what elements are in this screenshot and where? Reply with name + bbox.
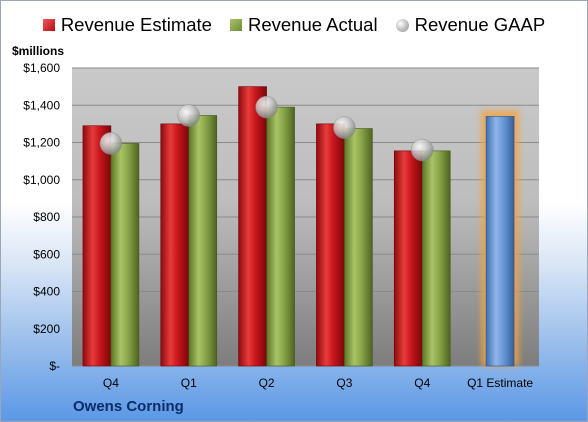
gaap-marker [333,116,356,139]
y-tick-label: $1,000 [23,173,60,187]
bars [82,86,520,367]
bar-estimate [160,123,190,367]
y-tick-label: $800 [33,210,60,224]
y-axis: $- $200 $400 $600 $800 $1,000 $1,200 $1,400 $1,6… [23,61,60,373]
bar-estimate [393,150,423,367]
x-tick-label: Q4 [414,376,430,390]
legend-swatch-estimate [42,19,55,31]
legend-swatch-actual [229,19,242,31]
y-tick-label: $400 [33,285,60,299]
y-tick-label: $200 [33,322,60,336]
x-tick-label: Q3 [336,376,352,390]
bar-estimate [238,86,267,367]
legend-label-gaap: Revenue GAAP [414,14,546,35]
gaap-marker [255,95,278,119]
bar-estimate [82,125,112,367]
legend-label-actual: Revenue Actual [247,14,378,35]
y-tick-label: $1,200 [23,136,60,150]
gaap-marker [99,132,123,155]
y-tick-label: $1,400 [23,98,60,112]
legend-swatch-gaap [395,18,409,32]
y-tick-label: $600 [33,247,60,261]
legend-item-gaap: Revenue GAAP [395,14,546,36]
bar-forecast [485,116,515,367]
legend-item-estimate: Revenue Estimate [42,14,212,36]
y-tick-label: $1,600 [23,61,60,75]
gaap-marker [411,138,434,162]
x-tick-label: Q1 Estimate [467,376,533,390]
x-axis: Q4 Q1 Q2 Q3 Q4 Q1 Estimate [103,376,534,390]
gridlines [72,67,539,367]
gaap-markers [99,95,434,162]
bar-actual [110,143,140,367]
bar-actual [421,150,451,367]
bar-actual [188,115,218,367]
company-name: Owens Corning [73,398,184,415]
gaap-marker [177,104,200,127]
legend-label-estimate: Revenue Estimate [60,14,212,35]
legend: Revenue Estimate Revenue Actual Revenue … [0,14,588,36]
y-tick-label: $- [49,359,60,373]
x-tick-label: Q2 [259,376,275,390]
bar-estimate [316,123,345,367]
legend-item-actual: Revenue Actual [229,14,378,36]
bar-actual [266,106,295,367]
y-axis-units-label: $millions [12,44,65,58]
x-tick-label: Q1 [181,376,197,390]
x-tick-label: Q4 [103,376,119,390]
bar-actual [344,128,373,367]
